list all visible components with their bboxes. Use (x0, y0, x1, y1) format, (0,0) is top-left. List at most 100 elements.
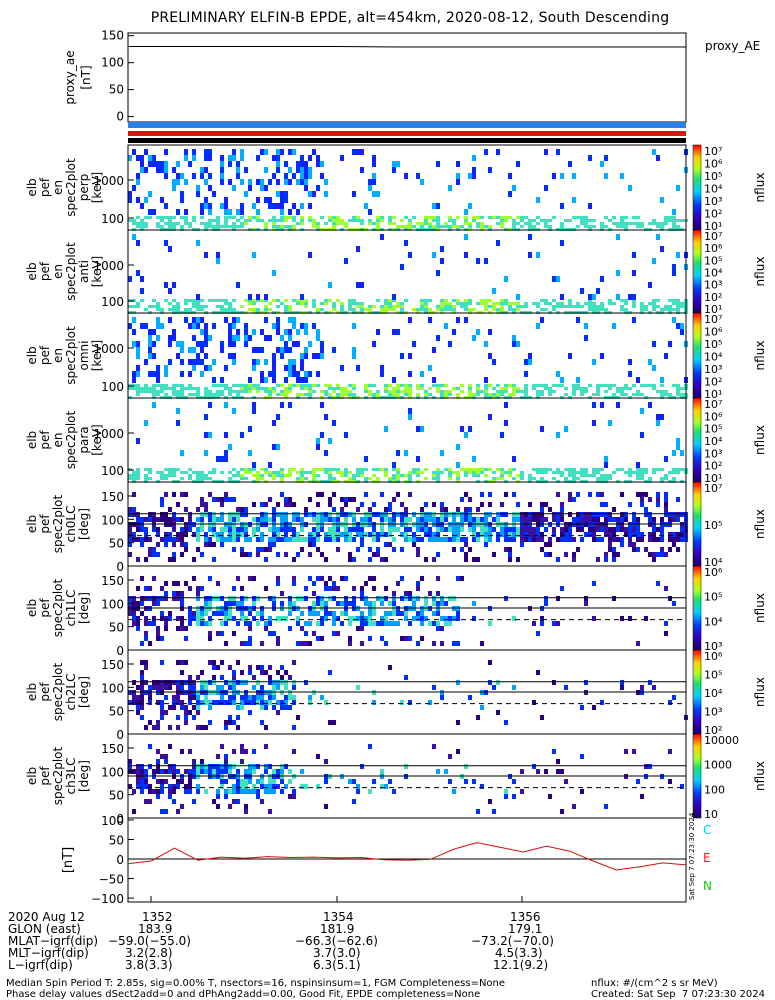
heat-cell (388, 601, 392, 606)
heat-cell (612, 517, 616, 522)
heat-cell (524, 390, 528, 393)
heat-cell (396, 527, 400, 532)
heat-cell (132, 329, 136, 335)
heat-cell (264, 705, 268, 710)
heat-cell (228, 611, 232, 616)
heat-cell (216, 596, 220, 601)
heat-cell (232, 616, 236, 621)
heat-cell (452, 387, 456, 390)
ylabel-line: [keV] (90, 256, 104, 287)
heat-cell (260, 179, 264, 185)
heat-cell (304, 641, 308, 646)
heat-cell (260, 799, 264, 804)
heat-cell (492, 359, 496, 365)
heat-cell (388, 222, 392, 225)
heat-cell (260, 720, 264, 725)
heat-cell (132, 611, 136, 616)
heat-cell (504, 547, 508, 552)
heat-cell (552, 305, 556, 308)
heat-cell (152, 161, 156, 167)
heat-cell (276, 203, 280, 209)
heat-cell (660, 468, 664, 471)
heat-cell (248, 552, 252, 557)
heat-cell (556, 432, 560, 438)
heat-cell (228, 444, 232, 450)
heat-cell (204, 353, 208, 359)
heat-cell (384, 468, 388, 471)
heat-cell (212, 665, 216, 670)
heat-cell (240, 616, 244, 621)
heat-cell (624, 471, 628, 474)
heat-cell (276, 537, 280, 542)
heat-cell (448, 302, 452, 305)
heat-cell (196, 710, 200, 715)
heat-cell (156, 222, 160, 225)
heat-cell (592, 393, 596, 396)
heat-cell (316, 444, 320, 450)
heat-cell (260, 611, 264, 616)
heat-cell (416, 537, 420, 542)
heat-cell (472, 616, 476, 621)
heat-cell (512, 456, 516, 462)
heat-cell (204, 252, 208, 258)
heat-cell (268, 680, 272, 685)
heat-cell (444, 390, 448, 393)
heat-cell (192, 173, 196, 179)
heat-cell (260, 705, 264, 710)
heat-cell (448, 779, 452, 784)
heat-cell (200, 552, 204, 557)
heat-cell (636, 462, 640, 468)
ylabel-line: pef (38, 514, 52, 534)
heat-cell (136, 390, 140, 393)
heat-cell (248, 779, 252, 784)
heat-cell (308, 384, 312, 387)
heat-cell (660, 384, 664, 387)
heat-cell (220, 542, 224, 547)
legend-proxy-ae: proxy_AE (705, 39, 760, 53)
heat-cell (252, 365, 256, 371)
heat-cell (296, 532, 300, 537)
y-tick-label: 50 (109, 833, 124, 847)
heat-cell (176, 341, 180, 347)
heat-cell (436, 552, 440, 557)
heat-cell (348, 393, 352, 396)
heat-cell (172, 537, 176, 542)
heat-cell (644, 492, 648, 497)
heat-cell (280, 616, 284, 621)
heat-cell (560, 294, 564, 300)
heat-cell (340, 219, 344, 222)
heat-cell (376, 393, 380, 396)
heat-cell (180, 591, 184, 596)
heat-cell (556, 276, 560, 282)
heat-cell (272, 420, 276, 426)
heat-cell (248, 665, 252, 670)
heat-cell (532, 527, 536, 532)
heat-cell (292, 317, 296, 323)
heat-cell (240, 680, 244, 685)
heat-cell (400, 502, 404, 507)
heat-cell (232, 601, 236, 606)
heat-cell (492, 288, 496, 294)
heat-cell (308, 219, 312, 222)
heat-cell (284, 341, 288, 347)
heat-cell (536, 305, 540, 308)
heat-cell (256, 294, 260, 300)
heat-cell (256, 596, 260, 601)
heat-cell (596, 477, 600, 480)
heat-cell (296, 179, 300, 185)
heat-cell (448, 527, 452, 532)
heat-cell (244, 471, 248, 474)
heat-cell (328, 527, 332, 532)
heat-cell (352, 586, 356, 591)
heat-cell (304, 507, 308, 512)
heat-cell (556, 621, 560, 626)
heat-cell (168, 302, 172, 305)
heat-cell (276, 474, 280, 477)
heat-cell (616, 234, 620, 240)
heat-cell (188, 779, 192, 784)
heat-cell (432, 601, 436, 606)
heat-cell (468, 547, 472, 552)
heat-cell (144, 384, 148, 387)
heat-cell (356, 547, 360, 552)
